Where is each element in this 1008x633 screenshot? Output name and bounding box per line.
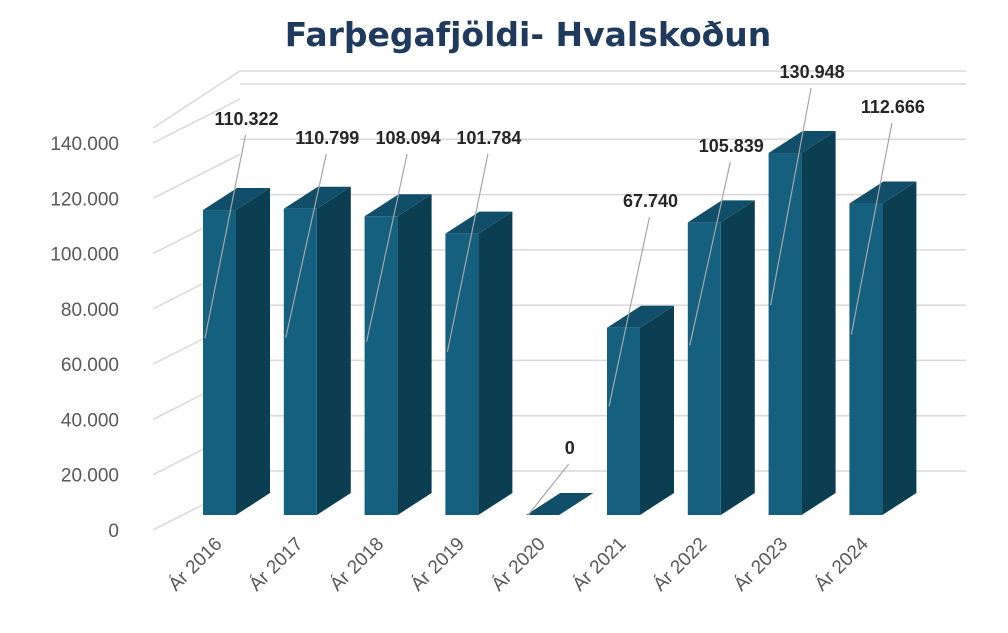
y-tick-label: 80.000	[61, 300, 119, 321]
leader-line	[770, 87, 812, 306]
bar-front	[203, 210, 236, 516]
x-tick-label: Ár 2017	[245, 534, 307, 596]
leader-line	[285, 153, 327, 338]
x-tick-label: Ár 2022	[649, 534, 711, 596]
y-tick-label: 60.000	[61, 355, 119, 376]
bar-front	[849, 203, 883, 515]
bar-side	[478, 211, 513, 515]
x-tick-label: Ár 2021	[569, 534, 631, 596]
bar	[445, 211, 513, 515]
bar-top	[687, 200, 755, 223]
bar	[283, 186, 351, 515]
bar-side	[236, 188, 270, 516]
bar-side	[720, 200, 755, 515]
data-label: 130.948	[780, 62, 845, 82]
bar-top	[607, 305, 674, 328]
leader-line	[608, 216, 651, 407]
bar	[364, 194, 432, 515]
bars	[203, 131, 917, 516]
gridline-diagonal	[152, 153, 241, 199]
data-label: 110.799	[295, 128, 359, 148]
bar-front	[607, 327, 640, 515]
data-label: 105.839	[699, 136, 764, 156]
data-label: 0	[565, 438, 575, 458]
leader-line	[689, 161, 731, 346]
bar-front	[687, 222, 721, 515]
bar-top	[203, 188, 270, 211]
x-tick-label: Ár 2024	[811, 533, 873, 595]
leader-line	[850, 122, 893, 335]
bar-top	[445, 211, 513, 234]
x-tick-label: Ár 2018	[326, 534, 388, 596]
data-label: 112.666	[861, 97, 925, 117]
bar-top	[283, 186, 351, 209]
y-tick-label: 120.000	[50, 189, 119, 210]
leader-line	[527, 463, 570, 516]
data-labels: 110.322 110.799 108.094 101.784 0 67.740 105.8…	[214, 62, 924, 458]
gridline-diagonal	[152, 70, 241, 129]
x-tick-label: Ár 2020	[488, 534, 550, 596]
bar	[607, 305, 674, 515]
x-axis: Ár 2016 Ár 2017 Ár 2018 Ár 2019 Ár 2020 Ár 20…	[165, 533, 874, 595]
leader-line	[204, 134, 247, 339]
x-tick-label: Ár 2019	[407, 534, 469, 596]
chart-title: Farþegafjöldi- Hvalskoðun	[285, 15, 772, 54]
x-tick-label: Ár 2016	[165, 534, 227, 596]
leader-lines	[204, 87, 893, 516]
y-tick-label: 40.000	[61, 410, 119, 431]
bar-front	[364, 216, 398, 515]
x-tick-label: Ár 2023	[730, 534, 792, 596]
y-tick-label: 0	[108, 521, 119, 542]
data-label: 110.322	[214, 109, 278, 129]
leader-line	[446, 153, 489, 352]
bar-side	[397, 194, 432, 515]
bar-top	[364, 194, 432, 217]
bar-side	[316, 186, 351, 515]
bar	[687, 200, 755, 515]
bar-top	[768, 131, 836, 154]
gridline-diagonal	[152, 98, 241, 144]
data-label: 101.784	[456, 128, 521, 148]
bar	[526, 493, 594, 515]
y-tick-label: 20.000	[61, 466, 119, 487]
leader-line	[366, 153, 408, 342]
bar	[768, 131, 836, 515]
bar-front	[445, 233, 479, 515]
bar-top	[526, 493, 594, 515]
y-axis: 0 20.000 40.000 60.000 80.000 100.000 120.000 1…	[50, 134, 119, 542]
data-label: 108.094	[376, 128, 441, 148]
bar-front	[283, 208, 317, 515]
y-tick-label: 140.000	[50, 134, 119, 155]
gridlines	[152, 70, 966, 531]
y-tick-label: 100.000	[50, 245, 119, 266]
bar-side	[640, 305, 674, 515]
bar	[849, 181, 917, 515]
data-label: 67.740	[623, 191, 678, 211]
bar-top	[849, 181, 917, 204]
bar-side	[801, 131, 836, 515]
bar-front	[768, 153, 802, 515]
bar-side	[882, 181, 917, 515]
bar	[203, 188, 270, 516]
